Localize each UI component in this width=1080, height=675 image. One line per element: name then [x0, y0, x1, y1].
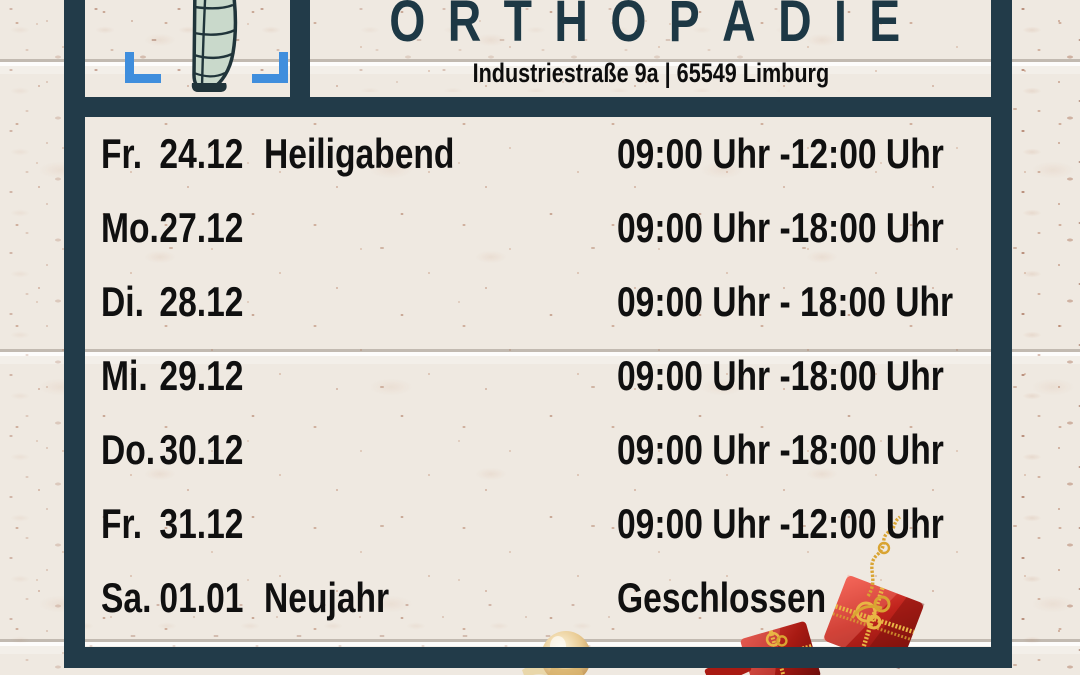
practice-name: ORTHOPÄDIE	[389, 0, 923, 54]
day-label: Fr.	[101, 130, 143, 177]
date-label: 24.12 Heiligabend	[159, 130, 455, 177]
day-label: Do.	[101, 426, 156, 473]
day-label: Sa.	[101, 574, 152, 621]
logo-box	[85, 0, 290, 97]
time-label: 09:00 Uhr - 18:00 Uhr	[617, 278, 954, 325]
date-label: 31.12	[159, 500, 244, 547]
day-label: Mo.	[101, 204, 159, 251]
date-label: 28.12	[159, 278, 244, 325]
schedule-row: Do. 30.12 09:00 Uhr -18:00 Uhr	[85, 413, 991, 487]
practice-address: Industriestraße 9a | 65549 Limburg	[472, 58, 829, 88]
time-label: 09:00 Uhr -18:00 Uhr	[617, 426, 944, 473]
time-label: 09:00 Uhr -18:00 Uhr	[617, 204, 944, 251]
day-label: Fr.	[101, 500, 143, 547]
date-label: 01.01 Neujahr	[159, 574, 390, 621]
schedule-row: Sa. 01.01 Neujahr Geschlossen	[85, 561, 991, 635]
poster-header: ORTHOPÄDIE Industriestraße 9a | 65549 Li…	[85, 0, 991, 117]
title-box: ORTHOPÄDIE Industriestraße 9a | 65549 Li…	[310, 0, 991, 97]
date-label: 29.12	[159, 352, 244, 399]
schedule-row: Fr. 24.12 Heiligabend 09:00 Uhr -12:00 Uh…	[85, 117, 991, 191]
schedule-row: Fr. 31.12 09:00 Uhr -12:00 Uhr	[85, 487, 991, 561]
opening-hours-poster: ORTHOPÄDIE Industriestraße 9a | 65549 Li…	[64, 0, 1012, 668]
schedule-table: Fr. 24.12 Heiligabend 09:00 Uhr -12:00 Uh…	[85, 117, 991, 647]
time-label: 09:00 Uhr -12:00 Uhr	[617, 500, 944, 547]
corner-bracket-right-icon	[252, 52, 288, 83]
time-label: 09:00 Uhr -12:00 Uhr	[617, 130, 944, 177]
schedule-row: Di. 28.12 09:00 Uhr - 18:00 Uhr	[85, 265, 991, 339]
insole-logo-icon	[191, 0, 238, 92]
schedule-row: Mo. 27.12 09:00 Uhr -18:00 Uhr	[85, 191, 991, 265]
date-label: 27.12	[159, 204, 244, 251]
header-divider	[290, 0, 311, 97]
day-label: Mi.	[101, 352, 148, 399]
time-label: Geschlossen	[617, 574, 827, 621]
date-label: 30.12	[159, 426, 244, 473]
day-label: Di.	[101, 278, 144, 325]
schedule-row: Mi. 29.12 09:00 Uhr -18:00 Uhr	[85, 339, 991, 413]
corner-bracket-left-icon	[125, 52, 161, 83]
time-label: 09:00 Uhr -18:00 Uhr	[617, 352, 944, 399]
